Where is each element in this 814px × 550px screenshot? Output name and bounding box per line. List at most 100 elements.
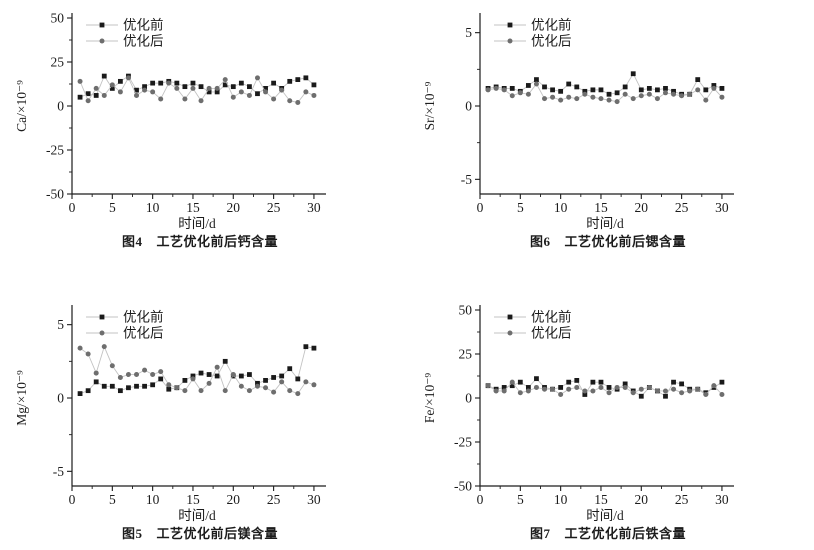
data-point [711,85,717,91]
data-point [263,89,269,95]
data-point [622,384,628,390]
data-point [150,80,156,86]
data-point [558,391,564,397]
data-point [517,390,523,396]
data-point [247,84,252,90]
data-point [166,386,172,392]
data-point [158,96,164,102]
data-point [109,363,115,369]
data-point [654,96,660,102]
x-tick-label: 20 [227,492,241,507]
series-优化后 [77,75,317,105]
data-point [679,381,685,387]
x-tick-label: 10 [146,492,160,507]
data-point [542,84,547,90]
data-point [77,94,83,100]
x-tick-label: 0 [477,200,484,215]
data-point [525,385,531,390]
data-point [125,75,131,81]
data-point [614,90,620,96]
data-point [582,91,588,97]
data-point [582,392,588,397]
figure-title: 工艺优化前后镁含量 [156,526,279,541]
y-tick-label: -5 [461,172,472,187]
series-connector [79,345,315,395]
data-point [606,385,612,390]
y-tick-label: 50 [459,303,473,318]
data-point [182,96,188,102]
data-point [109,383,115,389]
data-point [295,77,301,82]
figure-number: 图6 [529,234,551,249]
data-point [622,84,628,90]
data-point [566,379,572,385]
figure-6-sr-chart: -5 0 5 0 5 10 15 20 25 30 时间/d Sr/×10⁻⁹ 优化前 优化后 图6 工艺优… [412,2,804,250]
data-point [711,83,717,88]
data-point [622,91,628,97]
data-point [134,383,139,389]
data-point [174,80,180,86]
data-point [719,94,725,100]
legend-circle-marker [99,38,105,44]
legend-square-marker [507,314,513,320]
legend-label: 优化前 [123,17,164,33]
y-tick-label: -50 [454,479,472,494]
series-connector [79,76,315,103]
data-point [246,388,252,394]
data-point [638,87,644,93]
data-point [525,388,531,394]
data-point [117,89,123,95]
data-point [679,390,685,396]
data-point [222,77,228,83]
data-point [247,372,252,377]
data-point [542,96,548,102]
data-point [550,87,555,93]
ca-chart-plot: -50 -25 0 25 50 0 5 10 15 20 25 30 时间/d Ca/×10⁻⁹ 优化前 优化… [4,2,396,231]
y-tick-label: 5 [465,25,472,40]
y-tick-label: 0 [465,99,472,114]
data-point [671,386,677,392]
figure-title: 工艺优化前后锶含量 [564,234,687,249]
data-point [93,370,99,376]
series-connector [487,72,723,95]
data-point [230,94,236,100]
legend-label: 优化前 [123,309,164,325]
x-tick-label: 15 [186,492,200,507]
data-point [109,82,115,88]
data-point [671,88,676,94]
data-point [93,85,99,91]
data-point [614,384,620,390]
data-point [679,93,685,99]
data-point [493,388,499,394]
figure-caption: 图6 工艺优化前后锶含量 [412,231,804,250]
data-point [206,85,212,91]
x-tick-label: 5 [109,492,116,507]
data-point [525,83,531,88]
data-point [606,91,612,97]
x-tick-label: 20 [635,200,649,215]
data-point [222,358,228,364]
data-point [77,391,83,396]
data-point [550,386,556,392]
sr-chart-plot: -5 0 5 0 5 10 15 20 25 30 时间/d Sr/×10⁻⁹ 优化前 优化后 [412,2,804,231]
data-point [303,89,309,95]
data-point [534,77,539,82]
data-point [279,379,285,385]
data-point [142,367,148,373]
legend-label: 优化后 [531,326,572,341]
data-point [582,388,588,394]
x-tick-label: 25 [267,492,281,507]
data-point [246,92,252,98]
data-point [630,96,636,102]
legend-label: 优化后 [123,34,164,49]
x-tick-label: 10 [554,200,568,215]
series-优化前 [485,376,725,399]
x-tick-label: 5 [517,200,524,215]
data-point [550,94,556,100]
data-point [230,372,236,378]
x-tick-label: 25 [267,200,281,215]
